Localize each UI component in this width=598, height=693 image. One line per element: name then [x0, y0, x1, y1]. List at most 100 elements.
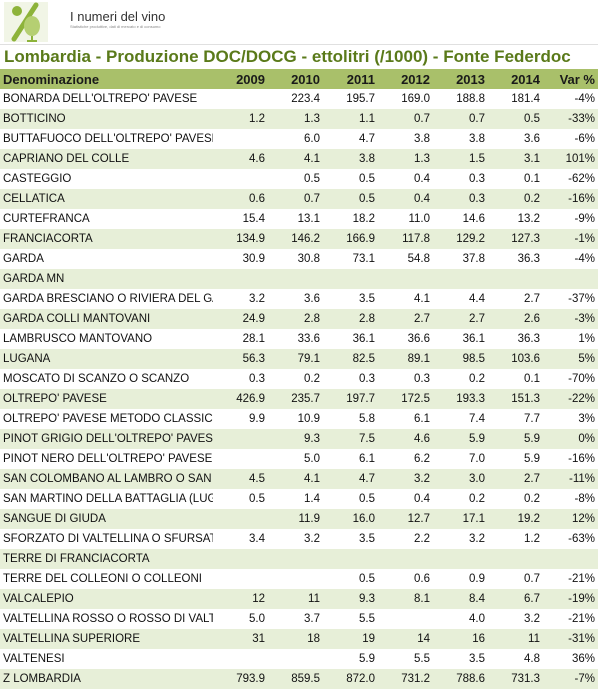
value-cell: 3.7 [304, 613, 320, 625]
value-cell: 37.8 [462, 253, 485, 265]
denomination-cell: Z LOMBARDIA [3, 673, 81, 685]
value-cell: 146.2 [291, 233, 320, 245]
value-cell [378, 269, 433, 289]
value-cell: 18 [307, 633, 320, 645]
denomination-cell: FRANCIACORTA [3, 233, 93, 245]
value-cell: 7.0 [469, 453, 485, 465]
denomination-cell: SAN COLOMBANO AL LAMBRO O SAN COLOMBANO [3, 473, 213, 485]
denomination-cell: CASTEGGIO [3, 173, 72, 185]
value-cell: 4.1 [304, 473, 320, 485]
value-cell: 1.4 [304, 493, 320, 505]
value-cell: 16.0 [352, 513, 375, 525]
value-cell [268, 549, 323, 569]
variation-cell: -37% [568, 293, 595, 305]
value-cell: 731.2 [401, 673, 430, 685]
denomination-cell: PINOT NERO DELL'OLTREPO' PAVESE [3, 453, 213, 465]
variation-cell [543, 269, 598, 289]
value-cell: 79.1 [297, 353, 320, 365]
denomination-cell: BONARDA DELL'OLTREPO' PAVESE [3, 93, 198, 105]
value-cell: 3.8 [414, 133, 430, 145]
value-cell: 4.7 [359, 473, 375, 485]
denomination-cell: BOTTICINO [3, 113, 66, 125]
value-cell: 2.2 [414, 533, 430, 545]
value-cell [268, 649, 323, 669]
value-cell [213, 549, 268, 569]
value-cell: 1.5 [469, 153, 485, 165]
denomination-cell: MOSCATO DI SCANZO O SCANZO [3, 373, 190, 385]
value-cell: 166.9 [346, 233, 375, 245]
value-cell [378, 609, 433, 629]
value-cell [213, 569, 268, 589]
value-cell: 6.2 [414, 453, 430, 465]
value-cell [213, 649, 268, 669]
value-cell: 426.9 [236, 393, 265, 405]
value-cell: 2.7 [524, 473, 540, 485]
value-cell [213, 269, 268, 289]
column-header-denominazione: Denominazione [3, 71, 100, 87]
value-cell: 17.1 [462, 513, 485, 525]
value-cell: 3.2 [469, 533, 485, 545]
value-cell: 98.5 [462, 353, 485, 365]
denomination-cell: GARDA [3, 253, 44, 265]
value-cell: 169.0 [401, 93, 430, 105]
value-cell: 33.6 [297, 333, 320, 345]
denomination-cell: CURTEFRANCA [3, 213, 90, 225]
value-cell: 6.7 [524, 593, 540, 605]
value-cell: 3.5 [359, 293, 375, 305]
value-cell: 0.4 [414, 193, 430, 205]
value-cell: 36.3 [517, 253, 540, 265]
value-cell: 0.4 [414, 173, 430, 185]
value-cell: 0.3 [469, 173, 485, 185]
value-cell: 36.3 [517, 333, 540, 345]
variation-cell: 1% [578, 333, 595, 345]
value-cell: 2.8 [304, 313, 320, 325]
value-cell: 3.6 [524, 133, 540, 145]
variation-cell: -1% [574, 233, 595, 245]
value-cell: 0.2 [304, 373, 320, 385]
table-row: OLTREPO' PAVESE 426.9 235.7 197.7 172.5 193.3… [0, 389, 598, 409]
value-cell: 3.8 [359, 153, 375, 165]
table-row: OLTREPO' PAVESE METODO CLASSICO 9.9 10.9 5.… [0, 409, 598, 429]
value-cell: 11 [528, 633, 540, 645]
value-cell: 1.1 [359, 113, 375, 125]
value-cell: 223.4 [291, 93, 320, 105]
value-cell [213, 429, 268, 449]
denomination-cell: PINOT GRIGIO DELL'OLTREPO' PAVESE [3, 433, 213, 445]
value-cell: 0.3 [414, 373, 430, 385]
value-cell: 0.6 [414, 573, 430, 585]
variation-cell: -11% [569, 473, 595, 485]
table-row: TERRE DEL COLLEONI O COLLEONI 0.5 0.6 0.9 0.… [0, 569, 598, 589]
value-cell: 0.1 [524, 373, 540, 385]
table-row: CELLATICA 0.6 0.7 0.5 0.4 0.3 0.2 -16% [0, 189, 598, 209]
value-cell: 134.9 [236, 233, 265, 245]
column-header-2011: 2011 [346, 71, 375, 87]
value-cell: 1.3 [304, 113, 320, 125]
value-cell: 5.9 [524, 453, 540, 465]
value-cell: 151.3 [511, 393, 540, 405]
table-row: SAN COLOMBANO AL LAMBRO O SAN COLOMBANO 4… [0, 469, 598, 489]
value-cell: 12 [252, 593, 265, 605]
value-cell: 9.9 [249, 413, 265, 425]
value-cell: 0.2 [524, 193, 540, 205]
denomination-cell: GARDA MN [3, 273, 65, 285]
value-cell: 3.8 [469, 133, 485, 145]
denomination-cell: SANGUE DI GIUDA [3, 513, 106, 525]
table-row: VALTELLINA ROSSO O ROSSO DI VALTELLINA 5.… [0, 609, 598, 629]
brand-tagline: Statistiche produttive, dati di mercato … [70, 24, 161, 29]
column-header-2014: 2014 [511, 71, 540, 87]
value-cell: 0.5 [359, 173, 375, 185]
variation-cell: -9% [574, 213, 595, 225]
column-header-2010: 2010 [291, 71, 320, 87]
value-cell: 36.1 [352, 333, 375, 345]
column-header-var: Var % [559, 71, 595, 87]
value-cell: 235.7 [291, 393, 320, 405]
value-cell: 3.6 [304, 293, 320, 305]
value-cell [323, 269, 378, 289]
value-cell: 10.9 [297, 413, 320, 425]
value-cell: 82.5 [352, 353, 375, 365]
value-cell: 5.0 [304, 453, 320, 465]
value-cell: 8.1 [414, 593, 430, 605]
value-cell: 117.8 [402, 233, 430, 245]
table-row: SFORZATO DI VALTELLINA O SFURSAT 3.4 3.2 3.… [0, 529, 598, 549]
value-cell: 19 [362, 633, 375, 645]
